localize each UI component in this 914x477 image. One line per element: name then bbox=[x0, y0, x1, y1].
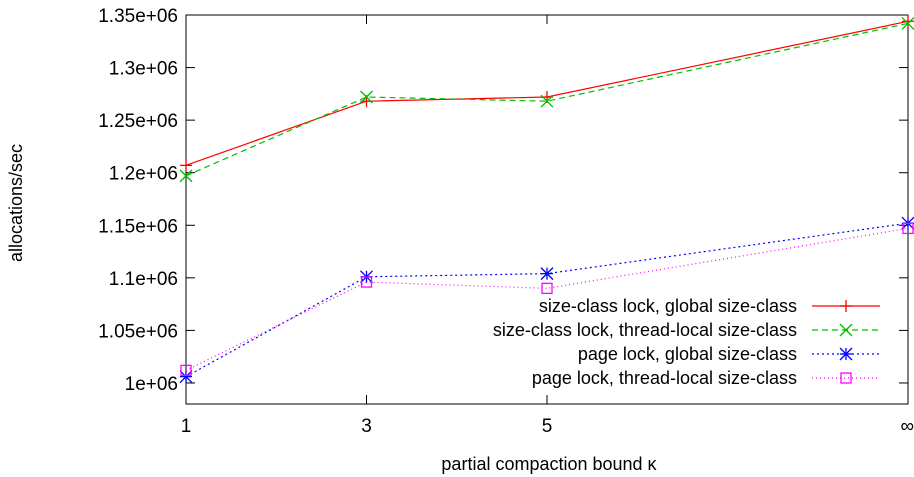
y-tick-label: 1.25e+06 bbox=[98, 111, 178, 132]
legend-label: page lock, thread-local size-class bbox=[532, 368, 797, 388]
data-point bbox=[179, 169, 193, 183]
legend-label: page lock, global size-class bbox=[578, 344, 797, 364]
series-line-4 bbox=[185, 227, 909, 371]
y-tick-label: 1.15e+06 bbox=[98, 216, 178, 237]
data-point bbox=[901, 16, 914, 30]
x-tick-label: 1 bbox=[181, 416, 192, 437]
y-tick-label: 1.3e+06 bbox=[109, 59, 178, 80]
data-point bbox=[839, 323, 853, 337]
y-tick-label: 1.05e+06 bbox=[98, 321, 178, 342]
data-point bbox=[902, 222, 914, 235]
series-line-2 bbox=[185, 22, 909, 177]
y-tick-label: 1e+06 bbox=[125, 374, 178, 395]
legend-label: size-class lock, thread-local size-class bbox=[493, 320, 797, 340]
y-axis-ticks: 1e+06 1.05e+06 1.1e+06 1.15e+06 1.2e+06 1.25e… bbox=[98, 6, 908, 395]
data-point bbox=[839, 347, 853, 361]
x-axis-title: partial compaction bound κ bbox=[441, 454, 657, 474]
data-point bbox=[360, 90, 373, 104]
data-point bbox=[902, 15, 914, 28]
x-tick-label: ∞ bbox=[900, 416, 914, 437]
series-lines bbox=[179, 15, 914, 384]
series-line-3 bbox=[185, 222, 909, 378]
data-point bbox=[180, 364, 192, 377]
x-tick-label: 5 bbox=[542, 416, 553, 437]
legend-label: size-class lock, global size-class bbox=[539, 296, 797, 316]
y-tick-label: 1.1e+06 bbox=[109, 269, 178, 290]
data-point bbox=[540, 267, 554, 281]
data-point bbox=[179, 370, 193, 384]
y-axis-title: allocations/sec bbox=[6, 144, 26, 262]
legend: size-class lock, global size-class size-c… bbox=[493, 296, 880, 388]
data-point bbox=[360, 276, 373, 288]
data-point bbox=[840, 300, 852, 312]
plot-frame bbox=[185, 14, 909, 405]
series-line-1 bbox=[185, 20, 909, 166]
y-tick-label: 1.35e+06 bbox=[98, 6, 178, 27]
data-point bbox=[540, 94, 554, 108]
data-point bbox=[541, 282, 553, 295]
data-point bbox=[840, 372, 852, 384]
x-tick-label: 3 bbox=[361, 416, 372, 437]
data-point bbox=[180, 159, 192, 172]
y-tick-label: 1.2e+06 bbox=[109, 164, 178, 185]
